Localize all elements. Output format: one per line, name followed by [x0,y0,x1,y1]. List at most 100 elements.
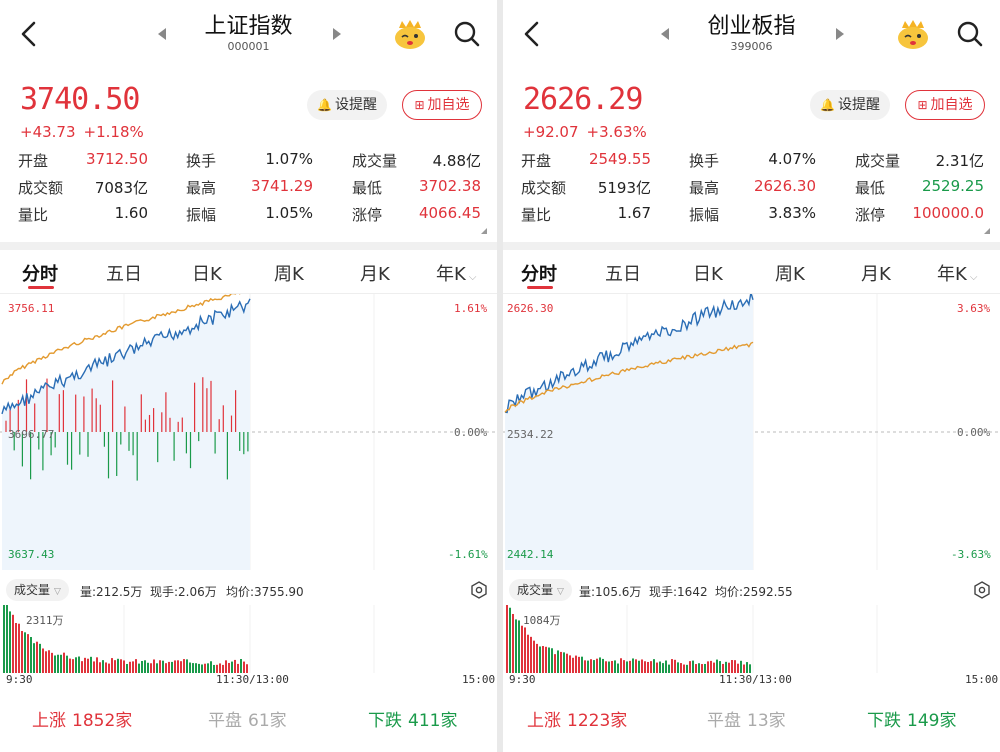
volume-bar [6,605,8,673]
volume-chart[interactable] [503,605,1000,673]
mascot-icon[interactable] [393,18,427,50]
xaxis-start: 9:30 [509,673,536,686]
tab-intraday[interactable]: 分时 [22,264,58,285]
volume-bar [602,658,604,673]
volume-bar [740,660,742,673]
last-hand-value: 现手:2.06万 [150,585,217,599]
chart-mid-price: 3696.77 [8,428,55,441]
volume-bar [650,661,652,673]
stat-label: 量比 [18,206,49,224]
back-icon[interactable] [18,20,40,48]
volume-bar [159,660,161,673]
top-bar: 上证指数 000001 [0,0,497,68]
volume-bar [48,650,50,673]
expand-corner-icon[interactable] [481,228,487,234]
stat-label: 开盘 [521,152,552,170]
volume-bar [237,663,239,673]
volume-bar [620,658,622,673]
next-index-icon[interactable] [836,28,844,40]
stats-row: 开盘 2549.55 换手 4.07% 成交量 2.31亿 [521,150,991,177]
volume-bar [126,663,128,673]
search-icon[interactable] [453,20,481,48]
market-breadth[interactable]: 上涨 1852家 平盘 61家 下跌 411家 [0,696,497,741]
volume-bar [608,661,610,673]
set-alert-label: 设提醒 [837,97,880,113]
change-abs: +92.07 [523,123,579,141]
stat-value: 2549.55 [588,150,651,168]
stats-row: 成交额 5193亿 最高 2626.30 最低 2529.25 [521,177,991,204]
tab-yearly-k[interactable]: 年K ⌵ [937,260,977,286]
add-favorite-button[interactable]: ⊞ 加自选 [905,90,985,120]
volume-bar [141,660,143,673]
stat-value: 2.31亿 [935,152,984,170]
tab-daily-k[interactable]: 日K [192,264,222,285]
index-title: 创业板指 [707,14,796,39]
xaxis-start: 9:30 [6,673,33,686]
intraday-chart[interactable] [503,294,1000,570]
volume-bar [743,664,745,673]
volume-bar [180,661,182,673]
volume-bar [707,661,709,673]
volume-bar [641,659,643,673]
volume-bar [662,663,664,673]
current-price: 3740.50 [20,82,140,117]
expand-corner-icon[interactable] [984,228,990,234]
back-icon[interactable] [521,20,543,48]
prev-index-icon[interactable] [661,28,669,40]
volume-bar [99,662,101,673]
volume-bar [219,663,221,673]
stat-label: 振幅 [186,206,217,224]
volume-toolbar: 成交量 ▽ 量:212.5万 现手:2.06万 均价:3755.90 [0,575,497,605]
volume-indicator-select[interactable]: 成交量 ▽ [509,579,572,601]
tab-monthly-k[interactable]: 月K [360,264,390,285]
volume-bar [234,659,236,673]
volume-bar [120,659,122,673]
volume-bar [33,643,35,673]
volume-bar [36,641,38,673]
set-alert-button[interactable]: 🔔 设提醒 [307,90,387,120]
volume-bar [569,655,571,673]
volume-bar [123,660,125,673]
volume-bar [737,663,739,673]
panel-chinext: 创业板指 399006 2626.29 +92.07 +3.63% 🔔 设提醒 ⊞ 加… [503,0,1000,752]
tab-intraday[interactable]: 分时 [521,264,557,285]
volume-bar [725,661,727,673]
volume-bar [749,664,751,673]
intraday-chart[interactable] [0,294,497,570]
prev-index-icon[interactable] [158,28,166,40]
tab-five-day[interactable]: 五日 [106,264,142,285]
volume-bar [590,659,592,673]
tab-weekly-k[interactable]: 周K [274,264,304,285]
stat-label: 最低 [352,179,383,197]
settings-hex-icon[interactable] [470,581,488,599]
tab-weekly-k[interactable]: 周K [775,264,805,285]
volume-bar [710,660,712,673]
search-icon[interactable] [956,20,984,48]
volume-bar [596,658,598,673]
stats-grid: 开盘 3712.50 换手 1.07% 成交量 4.88亿 成交额 7083亿 … [18,150,488,231]
tab-monthly-k[interactable]: 月K [861,264,891,285]
volume-indicator-select[interactable]: 成交量 ▽ [6,579,69,601]
volume-bar [545,646,547,673]
volume-bar [189,662,191,673]
plus-box-icon: ⊞ [414,98,425,112]
add-favorite-button[interactable]: ⊞ 加自选 [402,90,482,120]
decliners-count: 411家 [408,711,458,731]
price-change: +43.73 +1.18% [20,123,152,141]
tab-five-day[interactable]: 五日 [605,264,641,285]
stat-value: 7083亿 [94,179,148,197]
set-alert-button[interactable]: 🔔 设提醒 [810,90,890,120]
volume-chart[interactable] [0,605,497,673]
market-breadth[interactable]: 上涨 1223家 平盘 13家 下跌 149家 [503,696,1000,741]
mascot-icon[interactable] [896,18,930,50]
tab-yearly-k[interactable]: 年K ⌵ [436,260,476,286]
settings-hex-icon[interactable] [973,581,991,599]
tab-daily-k[interactable]: 日K [693,264,723,285]
stat-label: 成交额 [521,179,567,197]
volume-bar [27,634,29,673]
next-index-icon[interactable] [333,28,341,40]
index-code: 000001 [227,40,270,53]
volume-value: 量:212.5万 [80,585,143,599]
chart-top-pct: 3.63% [957,302,991,315]
stat-value: 2626.30 [753,177,816,195]
